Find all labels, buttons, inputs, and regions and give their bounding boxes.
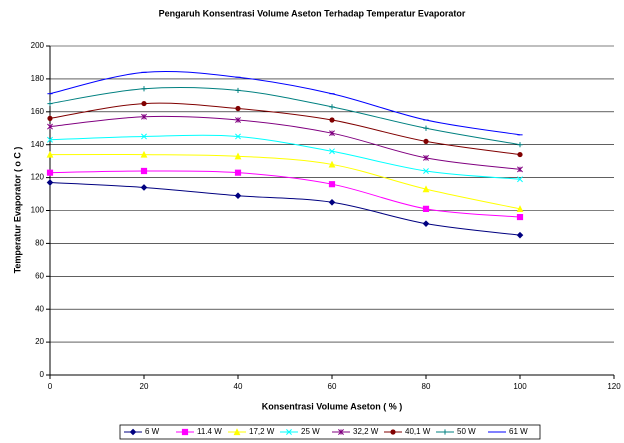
data-point [141, 113, 147, 120]
data-point [423, 138, 429, 145]
x-tick-label: 100 [513, 382, 527, 391]
y-tick-label: 180 [31, 74, 45, 83]
data-point [422, 205, 430, 212]
data-point [517, 166, 523, 173]
data-point [329, 130, 335, 137]
x-axis-label: Konsentrasi Volume Aseton ( % ) [262, 401, 403, 411]
data-point [517, 151, 523, 158]
data-point [141, 86, 147, 92]
data-point [328, 181, 336, 188]
data-point [47, 100, 53, 107]
data-point [235, 133, 241, 140]
legend-marker [338, 429, 344, 435]
x-tick-label: 60 [328, 382, 337, 391]
legend-label: 25 W [301, 427, 320, 436]
y-tick-label: 120 [31, 173, 45, 182]
legend-label: 6 W [145, 427, 160, 436]
legend-marker [181, 428, 189, 436]
y-tick-label: 160 [31, 107, 45, 116]
series-line [49, 134, 521, 180]
data-point [235, 117, 241, 123]
data-point [423, 154, 429, 161]
legend-label: 61 W [509, 427, 528, 436]
data-point [329, 148, 335, 155]
data-point [46, 179, 54, 186]
chart-title: Pengaruh Konsentrasi Volume Aseton Terha… [159, 8, 466, 18]
series-line [49, 115, 521, 170]
data-point [517, 176, 523, 183]
y-tick-label: 40 [35, 304, 44, 313]
series-line [49, 153, 521, 210]
data-point [423, 125, 429, 131]
data-point [234, 192, 242, 200]
legend-marker [390, 429, 396, 435]
data-point [141, 100, 147, 107]
legend-label: 32,2 W [353, 427, 379, 436]
data-point [141, 133, 147, 140]
data-point [423, 168, 429, 174]
legend-marker [129, 428, 137, 436]
x-tick-label: 120 [607, 382, 621, 391]
data-point [47, 123, 53, 130]
y-tick-label: 0 [40, 370, 45, 379]
y-tick-label: 20 [35, 337, 44, 346]
series-line [49, 70, 521, 136]
data-point [46, 169, 54, 176]
x-tick-label: 20 [140, 382, 149, 391]
x-tick-label: 40 [234, 382, 243, 391]
data-point [140, 167, 148, 175]
data-point [47, 115, 53, 121]
legend-marker [286, 429, 292, 435]
y-tick-label: 200 [31, 41, 45, 50]
y-axis-label: Temperatur Evaporator ( o C ) [12, 147, 22, 274]
x-tick-label: 0 [48, 382, 53, 391]
legend-label: 17,2 W [249, 427, 275, 436]
data-point [235, 105, 241, 112]
legend: 6 W 11.4 W 17,2 W 25 W 32,2 W 40,1 W 50 W 61 W [119, 424, 541, 440]
legend-marker [442, 429, 448, 435]
series-line [49, 87, 521, 146]
legend-box [119, 424, 541, 440]
data-point [46, 150, 54, 158]
y-tick-label: 80 [35, 239, 44, 248]
data-point [234, 152, 242, 160]
data-point [516, 213, 524, 221]
data-point [140, 150, 148, 158]
data-point [140, 184, 148, 191]
data-point [329, 104, 335, 110]
data-point [47, 136, 53, 143]
series-line [49, 102, 521, 156]
data-point [516, 205, 524, 212]
y-tick-label: 140 [31, 140, 45, 149]
x-tick-label: 80 [422, 382, 431, 391]
series-line [49, 170, 521, 218]
data-point [235, 87, 241, 94]
data-point [328, 160, 336, 168]
legend-label: 40,1 W [405, 427, 431, 436]
legend-label: 11.4 W [197, 427, 222, 436]
legend-marker [233, 428, 241, 436]
data-point [329, 117, 335, 123]
y-tick-label: 60 [35, 271, 44, 280]
legend-label: 50 W [457, 427, 476, 436]
data-point [517, 142, 523, 148]
series-line [49, 182, 521, 236]
data-point [516, 231, 524, 239]
data-point [328, 198, 336, 206]
y-tick-label: 100 [31, 206, 45, 215]
data-point [422, 220, 430, 227]
data-point [422, 185, 430, 193]
data-point [234, 169, 242, 176]
